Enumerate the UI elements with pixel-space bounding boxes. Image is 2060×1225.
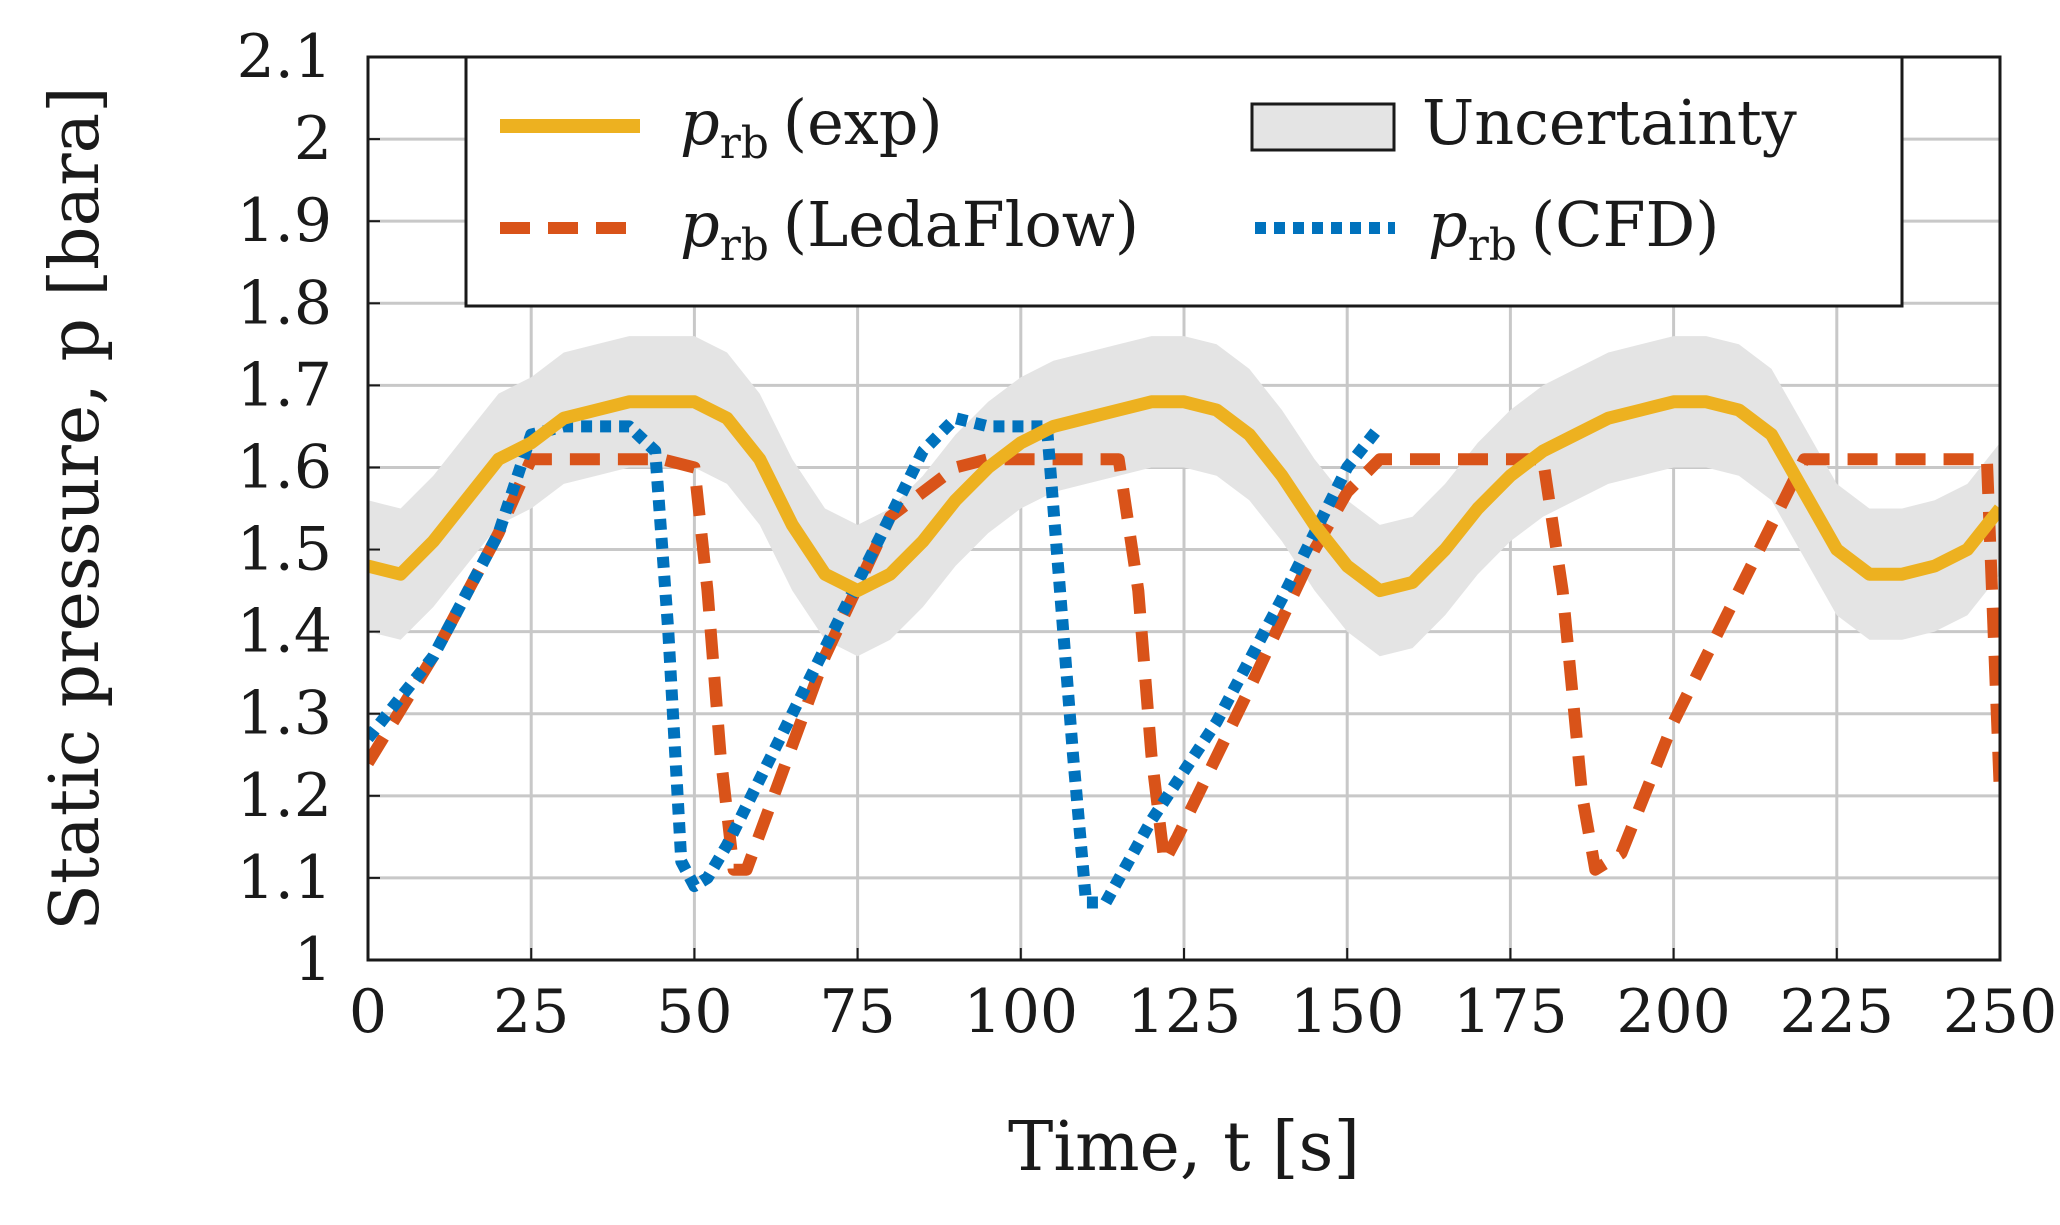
- legend-cfd-subscript: rb: [1468, 220, 1517, 271]
- legend: prb(exp) Uncertainty prb(LedaFlow) prb(C…: [466, 57, 1902, 306]
- y-tick-label: 2.1: [237, 22, 332, 92]
- y-tick-label: 1.3: [237, 679, 332, 749]
- y-tick-label: 2: [294, 104, 332, 174]
- y-tick-label: 1.6: [237, 432, 332, 502]
- x-tick-label: 25: [493, 977, 569, 1047]
- legend-cfd-symbol: p: [1428, 188, 1468, 261]
- x-tick-label: 200: [1616, 977, 1731, 1047]
- legend-ledaflow-subscript: rb: [720, 220, 769, 271]
- x-tick-label: 175: [1453, 977, 1568, 1047]
- x-tick-label: 75: [819, 977, 895, 1047]
- legend-label-uncertainty: Uncertainty: [1422, 86, 1797, 159]
- legend-swatch-uncertainty: [1252, 104, 1394, 150]
- y-axis-title: Static pressure, p [bara]: [36, 86, 115, 930]
- legend-cfd-suffix: (CFD): [1531, 188, 1720, 261]
- y-tick-label: 1.9: [237, 186, 332, 256]
- y-tick-label: 1.4: [237, 597, 332, 667]
- y-tick-label: 1: [294, 925, 332, 995]
- x-tick-label: 100: [964, 977, 1079, 1047]
- legend-exp-subscript: rb: [720, 118, 769, 169]
- x-tick-label: 125: [1127, 977, 1242, 1047]
- x-axis-title: Time, t [s]: [1008, 1108, 1360, 1187]
- y-tick-label: 1.2: [237, 761, 332, 831]
- y-tick-label: 1.8: [237, 268, 332, 338]
- x-tick-label: 50: [656, 977, 732, 1047]
- legend-exp-symbol: p: [680, 86, 720, 159]
- legend-ledaflow-suffix: (LedaFlow): [783, 188, 1139, 261]
- legend-ledaflow-symbol: p: [680, 188, 720, 261]
- y-tick-label: 1.1: [237, 843, 332, 913]
- legend-label-exp: prb (exp): [680, 86, 943, 169]
- x-tick-label: 0: [349, 977, 387, 1047]
- y-tick-label: 1.5: [237, 515, 332, 585]
- y-tick-label: 1.7: [237, 350, 332, 420]
- x-tick-label: 250: [1943, 977, 2058, 1047]
- x-tick-label: 150: [1290, 977, 1405, 1047]
- legend-exp-suffix: (exp): [783, 86, 943, 159]
- x-tick-label: 225: [1780, 977, 1895, 1047]
